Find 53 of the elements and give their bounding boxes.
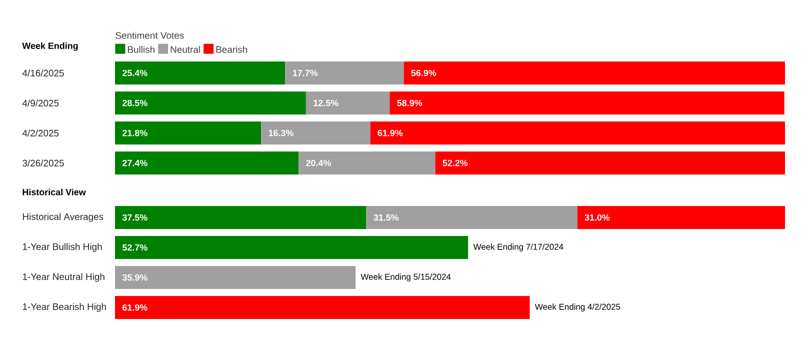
- annotation: Week Ending 5/15/2024: [360, 274, 451, 282]
- bar: [577, 206, 786, 229]
- bar: [298, 152, 436, 174]
- bar: [115, 92, 306, 114]
- data-label: 35.9%: [122, 274, 148, 281]
- bar: [404, 62, 786, 84]
- y-tick-label: 1-Year Bearish High: [22, 303, 106, 312]
- bar: [115, 206, 366, 229]
- legend-label: Bullish: [128, 46, 154, 53]
- data-label: 58.9%: [397, 100, 422, 106]
- bar: [370, 122, 786, 144]
- y-tick-label: Historical Averages: [22, 213, 104, 222]
- y-axis-title: Historical View: [22, 188, 86, 196]
- bar: [390, 92, 784, 114]
- data-label: 56.9%: [411, 70, 436, 76]
- bar: [306, 92, 390, 114]
- data-label: 52.7%: [122, 244, 148, 251]
- bar: [115, 266, 356, 289]
- data-label: 31.0%: [584, 214, 610, 221]
- data-label: 20.4%: [306, 160, 331, 166]
- data-label: 17.7%: [292, 70, 318, 76]
- data-label: 61.9%: [122, 304, 148, 311]
- bar: [115, 296, 530, 319]
- bar: [366, 206, 578, 229]
- data-label: 16.3%: [268, 130, 294, 136]
- data-label: 27.4%: [122, 160, 148, 166]
- legend-title: Sentiment Votes: [116, 32, 184, 39]
- bar: [285, 62, 404, 84]
- y-tick-label: 1-Year Bullish High: [22, 243, 102, 252]
- bar: [115, 62, 286, 84]
- bar: [115, 122, 262, 144]
- y-tick-label: 4/16/2025: [22, 70, 64, 76]
- y-axis-title: Week Ending: [22, 42, 78, 51]
- data-label: 31.5%: [374, 214, 399, 221]
- annotation: Week Ending 7/17/2024: [473, 244, 564, 252]
- y-tick-label: 4/2/2025: [22, 130, 59, 136]
- bar: [115, 236, 468, 259]
- y-tick-label: 3/26/2025: [22, 160, 64, 166]
- annotation: Week Ending 4/2/2025: [534, 304, 620, 312]
- data-label: 37.5%: [122, 214, 148, 221]
- y-tick-label: 1-Year Neutral High: [22, 273, 104, 282]
- data-label: 21.8%: [122, 130, 148, 136]
- y-tick-label: 4/9/2025: [22, 100, 59, 106]
- bar: [261, 122, 370, 144]
- data-label: 52.2%: [442, 160, 468, 166]
- data-label: 28.5%: [122, 100, 148, 106]
- data-label: 12.5%: [314, 100, 338, 106]
- data-label: 25.4%: [122, 70, 148, 76]
- legend-label: Neutral: [170, 46, 200, 53]
- bar: [435, 152, 786, 174]
- data-label: 61.9%: [378, 130, 403, 136]
- legend-label: Bearish: [216, 46, 248, 53]
- bar: [115, 152, 299, 174]
